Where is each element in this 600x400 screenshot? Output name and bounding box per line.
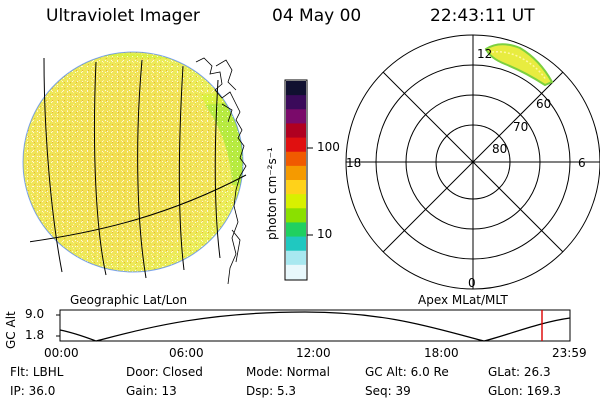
altitude-plot xyxy=(56,309,571,342)
mlt-label-12: 12 xyxy=(477,47,493,61)
colorbar-strip xyxy=(286,81,306,96)
status-seq-key: Seq: xyxy=(365,384,392,398)
status-dsp-key: Dsp: xyxy=(246,384,274,398)
status-glon: GLon: 169.3 xyxy=(488,384,561,398)
colorbar-strip xyxy=(286,236,306,252)
colorbar-strip xyxy=(286,194,306,209)
colorbar-strip xyxy=(286,109,306,124)
status-glat-key: GLat: xyxy=(488,365,521,379)
status-gain-value: 13 xyxy=(161,384,177,398)
altitude-ylabel: GC Alt xyxy=(4,311,18,349)
geo-grid xyxy=(30,57,247,279)
colorbar-strip xyxy=(286,264,306,280)
mlat-label-70: 70 xyxy=(513,120,529,134)
status-door-value: Closed xyxy=(162,365,203,379)
colorbar-strip xyxy=(286,123,306,139)
status-glat: GLat: 26.3 xyxy=(488,365,551,379)
status-ip-key: IP: xyxy=(10,384,25,398)
colorbar-strip xyxy=(286,95,306,110)
colorbar-strip xyxy=(286,137,306,153)
status-mode-key: Mode: xyxy=(246,365,283,379)
status-flt-value: LBHL xyxy=(32,365,64,379)
colorbar-tick-10: 10 xyxy=(317,227,333,241)
colorbar xyxy=(284,79,313,281)
colorbar-tick-100: 100 xyxy=(317,140,340,154)
status-flt: Flt: LBHL xyxy=(10,365,63,379)
altitude-xtick-0600: 06:00 xyxy=(169,346,204,360)
status-gcalt-key: GC Alt: xyxy=(365,365,407,379)
status-door-key: Door: xyxy=(126,365,159,379)
status-glon-key: GLon: xyxy=(488,384,523,398)
polar-caption: Apex MLat/MLT xyxy=(418,293,508,307)
altitude-xtick-1200: 12:00 xyxy=(296,346,331,360)
status-mode: Mode: Normal xyxy=(246,365,330,379)
status-door: Door: Closed xyxy=(126,365,203,379)
colorbar-strip xyxy=(286,222,306,238)
status-gcalt-value: 6.0 Re xyxy=(410,365,449,379)
date-label: 04 May 00 xyxy=(272,6,362,26)
image-caption: Geographic Lat/Lon xyxy=(70,293,188,307)
altitude-xtick-1800: 18:00 xyxy=(424,346,459,360)
status-gain-key: Gain: xyxy=(126,384,158,398)
colorbar-strip xyxy=(286,151,306,167)
polar-grid xyxy=(345,34,600,290)
altitude-ytick-low: 1.8 xyxy=(25,328,45,342)
status-dsp: Dsp: 5.3 xyxy=(246,384,296,398)
status-gain: Gain: 13 xyxy=(126,384,177,398)
auroral-oval xyxy=(484,43,554,87)
mlat-label-80: 80 xyxy=(492,142,508,156)
status-ip: IP: 36.0 xyxy=(10,384,55,398)
colorbar-strip xyxy=(286,250,306,266)
status-dsp-value: 5.3 xyxy=(276,384,297,398)
time-label: 22:43:11 UT xyxy=(430,6,535,26)
status-glat-value: 26.3 xyxy=(523,365,551,379)
status-glon-value: 169.3 xyxy=(526,384,561,398)
status-seq-value: 39 xyxy=(395,384,411,398)
mlt-label-0: 0 xyxy=(468,276,476,290)
status-gcalt: GC Alt: 6.0 Re xyxy=(365,365,449,379)
status-ip-value: 36.0 xyxy=(28,384,56,398)
altitude-ytick-high: 9.0 xyxy=(25,307,45,321)
colorbar-strip xyxy=(286,208,306,223)
colorbar-unit-label: photon cm⁻²s⁻¹ xyxy=(265,147,279,240)
colorbar-strip xyxy=(286,165,306,181)
status-flt-key: Flt: xyxy=(10,365,29,379)
mlat-label-60: 60 xyxy=(536,97,552,111)
mlt-label-18: 18 xyxy=(346,156,362,170)
coastline xyxy=(195,57,247,285)
altitude-xtick-0000: 00:00 xyxy=(44,346,79,360)
altitude-xtick-2359: 23:59 xyxy=(552,346,587,360)
status-mode-value: Normal xyxy=(286,365,330,379)
instrument-title: Ultraviolet Imager xyxy=(46,6,200,26)
colorbar-strip xyxy=(286,180,306,195)
mlt-label-6: 6 xyxy=(578,156,586,170)
uv-image xyxy=(22,51,244,273)
status-seq: Seq: 39 xyxy=(365,384,411,398)
